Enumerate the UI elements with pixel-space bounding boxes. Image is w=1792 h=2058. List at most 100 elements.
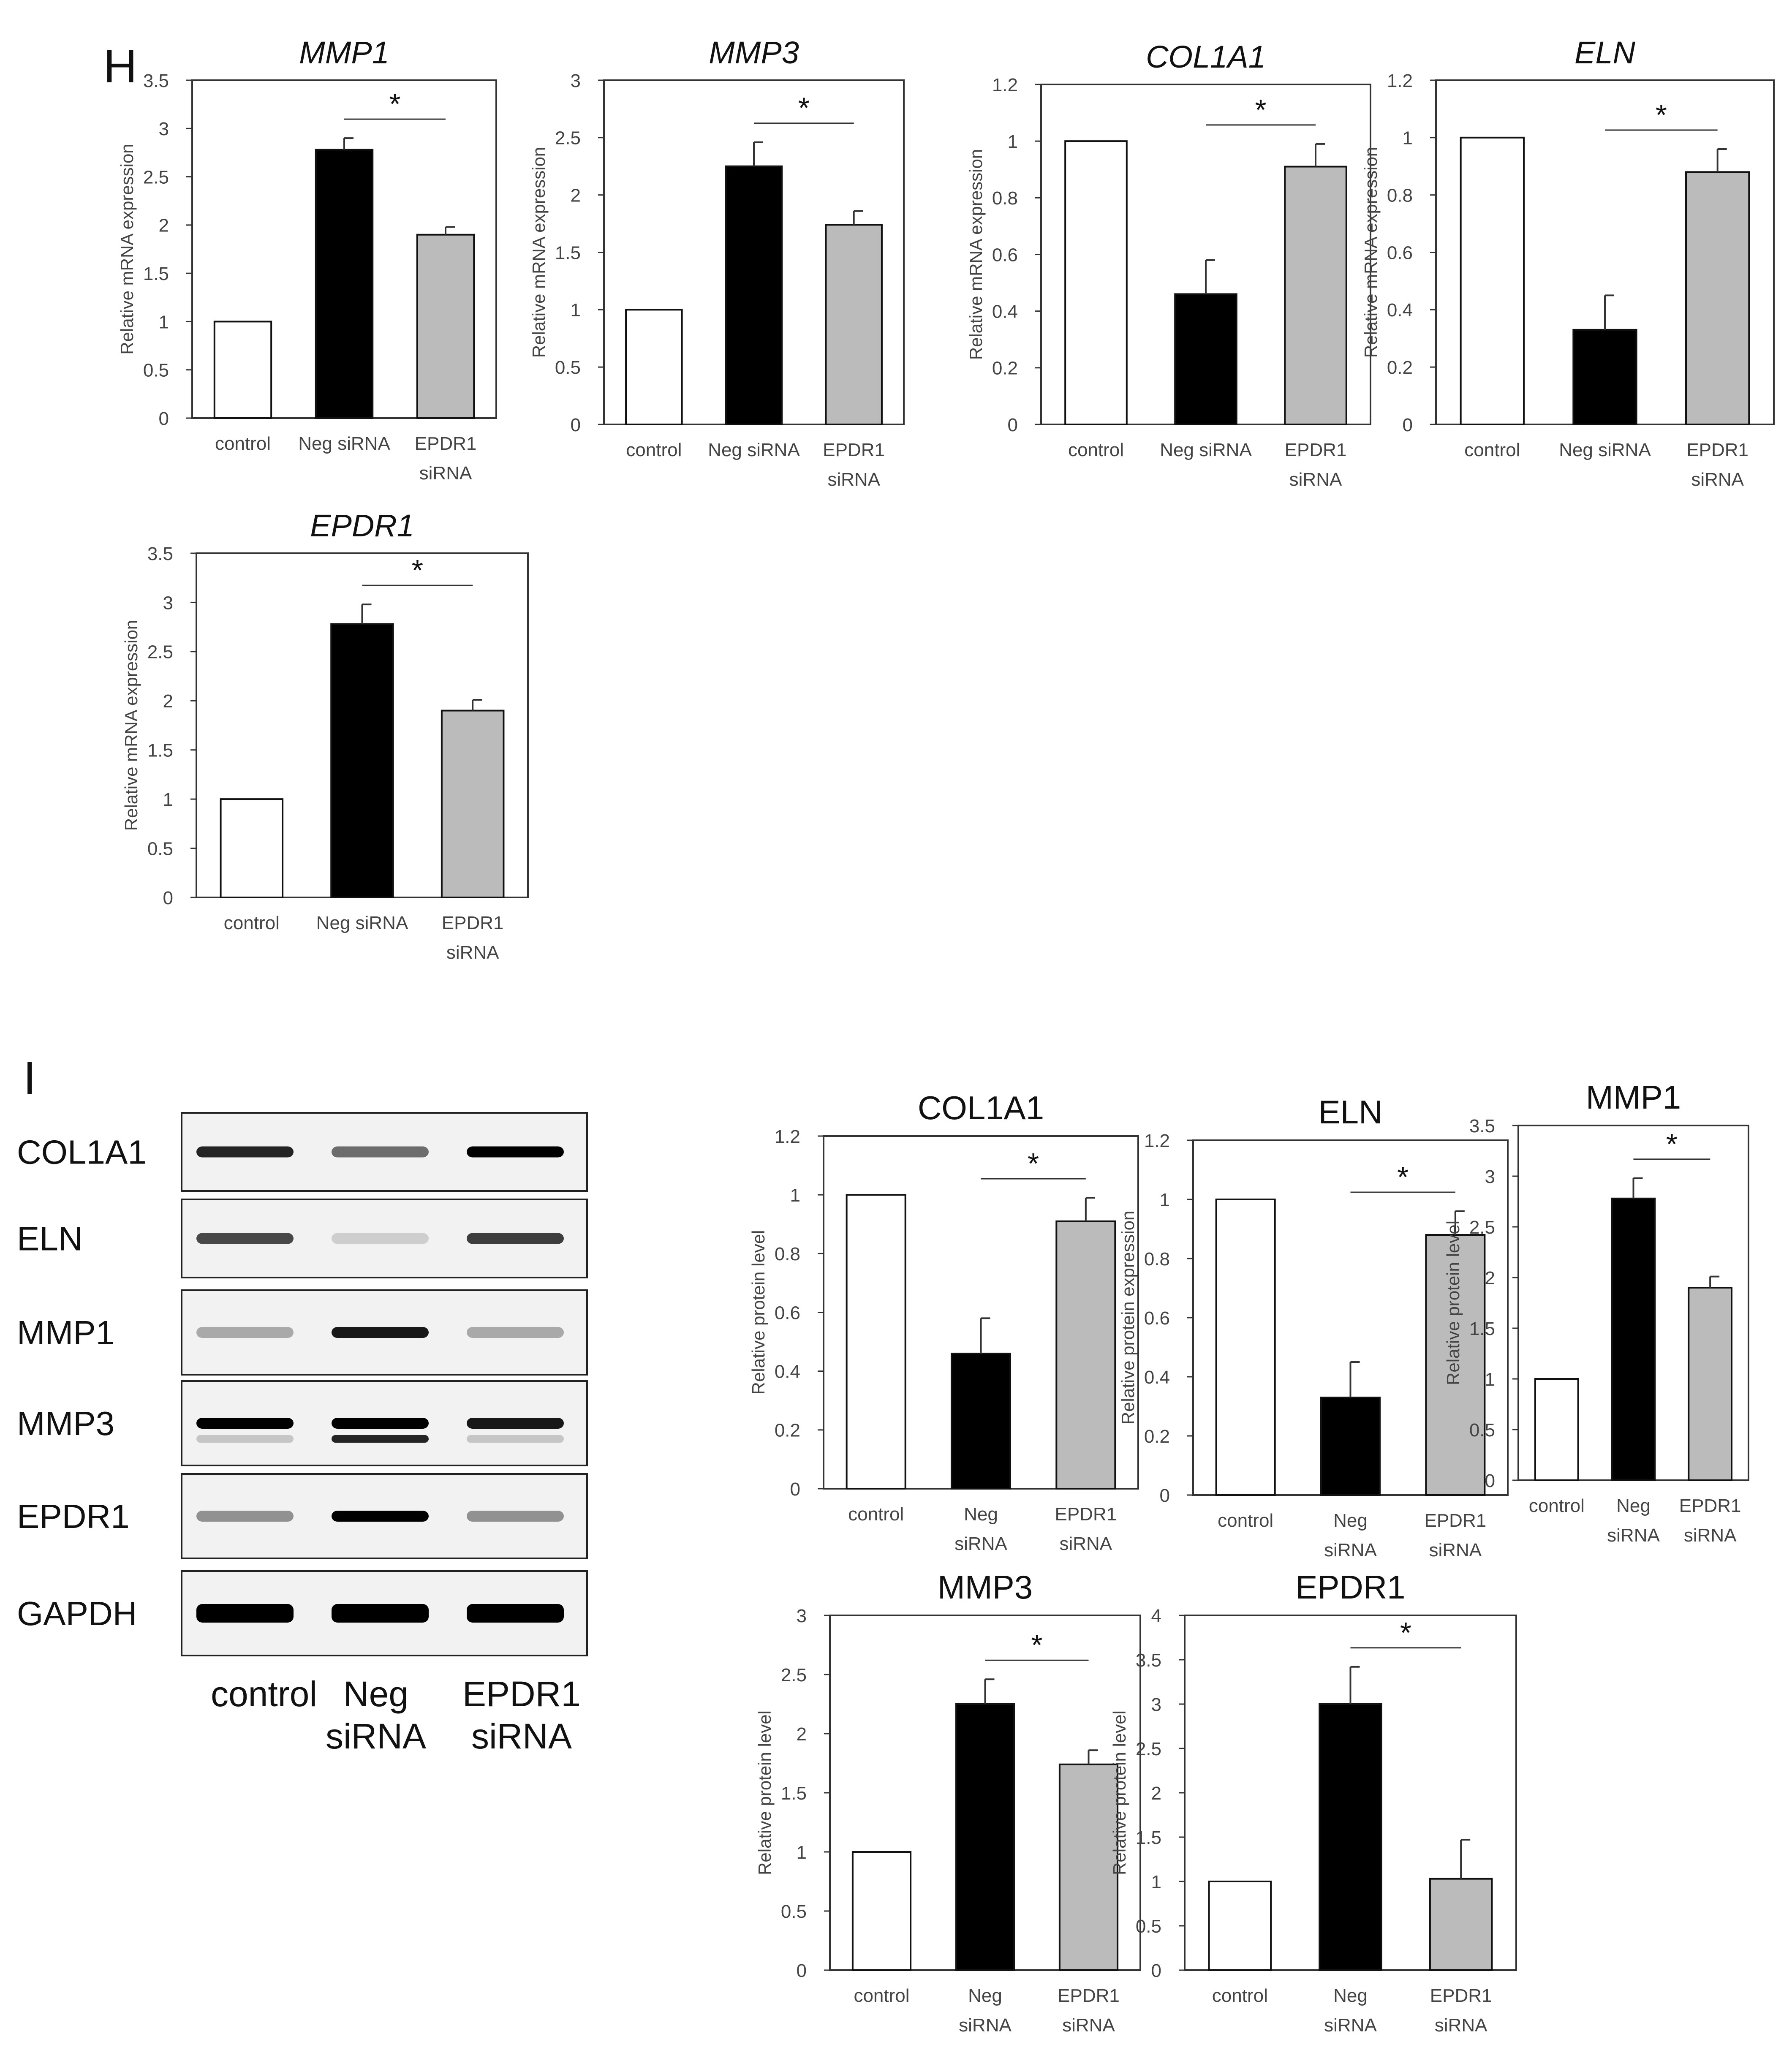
x-tick-label: siRNA — [1062, 2015, 1115, 2036]
y-tick-label: 0 — [790, 1479, 800, 1500]
x-tick-label: EPDR1 — [823, 440, 885, 460]
x-tick-label: Neg — [1333, 1510, 1368, 1531]
x-tick-label: Neg siRNA — [316, 913, 408, 933]
x-tick-label: siRNA — [419, 463, 472, 484]
chart-h-mmp1: MMP1 0 0.5 1 1.5 2 2.5 3 3.5 Relative mRNA expres… — [117, 35, 497, 484]
x-tick-label: EPDR1 — [1285, 440, 1347, 460]
y-tick-label: 2 — [1151, 1783, 1161, 1804]
chart-h-eln: ELN 0 0.2 0.4 0.6 0.8 1 1.2 Relative mRNA expres… — [1361, 35, 1775, 490]
x-tick-label: EPDR1 — [415, 433, 477, 454]
blot-band — [467, 1418, 564, 1429]
blot-band — [332, 1327, 429, 1338]
y-tick-label: 0.4 — [1144, 1367, 1170, 1388]
bar — [1319, 1703, 1382, 1971]
bar — [950, 1352, 1012, 1490]
x-tick-label: control — [1529, 1495, 1585, 1516]
x-tick-label: control — [224, 913, 280, 933]
chart-i-epdr1: EPDR1 0 0.5 1 1.5 2 2.5 3 3.5 4 Relative protein l… — [1109, 1569, 1517, 2036]
significance-marker: * — [1656, 98, 1667, 131]
significance-marker: * — [1400, 1616, 1411, 1649]
bar — [1425, 1234, 1486, 1496]
y-axis-label: Relative mRNA expression — [529, 147, 549, 358]
blot-band — [467, 1604, 564, 1623]
blot-band — [196, 1511, 294, 1522]
y-tick-label: 1.2 — [775, 1126, 800, 1147]
blot-band-lower — [196, 1435, 294, 1443]
x-tick-label: Neg — [1333, 1985, 1368, 2006]
panel-label-h: H — [103, 41, 137, 92]
y-tick-label: 0.8 — [775, 1244, 800, 1264]
y-tick-label: 0 — [163, 888, 173, 908]
blot-row-gapdh: GAPDH — [17, 1570, 588, 1656]
bar — [1064, 140, 1128, 425]
y-tick-label: 2.5 — [147, 642, 173, 663]
blot-band — [196, 1418, 294, 1429]
bar — [825, 224, 883, 425]
x-tick-label: siRNA — [954, 1533, 1007, 1554]
y-tick-label: 1.5 — [781, 1783, 807, 1804]
y-tick-label: 2.5 — [1469, 1217, 1495, 1238]
y-tick-label: 0.2 — [1144, 1426, 1170, 1447]
y-tick-label: 3.5 — [1469, 1116, 1495, 1136]
blot-band — [332, 1418, 429, 1429]
y-tick-label: 2 — [159, 215, 169, 236]
y-tick-label: 1.5 — [147, 740, 173, 761]
y-axis-label: Relative protein expression — [1118, 1211, 1138, 1425]
y-axis-label: Relative protein level — [748, 1230, 768, 1395]
bar — [1215, 1199, 1276, 1496]
y-tick-label: 2 — [1485, 1268, 1495, 1289]
y-tick-label: 0.5 — [147, 838, 173, 859]
blot-band — [196, 1233, 294, 1244]
bar — [1685, 171, 1750, 426]
panel-label-i: I — [23, 1052, 36, 1104]
y-tick-label: 0.5 — [781, 1901, 807, 1922]
y-tick-label: 0.6 — [775, 1302, 800, 1323]
x-tick-label: Neg siRNA — [708, 440, 800, 460]
bar — [1534, 1378, 1579, 1481]
blot-lane-label: Neg — [343, 1674, 408, 1714]
x-tick-label: EPDR1 — [1058, 1985, 1120, 2006]
x-tick-label: control — [1212, 1985, 1268, 2006]
x-tick-label: control — [854, 1985, 909, 2006]
bar — [1572, 329, 1637, 425]
blot-row-label: MMP3 — [17, 1405, 114, 1442]
significance-marker: * — [1255, 93, 1266, 126]
y-tick-label: 1 — [1151, 1872, 1161, 1892]
bar — [1611, 1197, 1656, 1482]
chart-title: MMP3 — [938, 1569, 1033, 1606]
y-tick-label: 0 — [1403, 415, 1413, 435]
y-tick-label: 2.5 — [555, 128, 581, 149]
chart-title: ELN — [1319, 1093, 1383, 1131]
y-tick-label: 1.5 — [1136, 1827, 1161, 1848]
x-tick-label: siRNA — [1607, 1525, 1660, 1546]
y-tick-label: 0.6 — [1144, 1308, 1170, 1329]
significance-marker: * — [389, 87, 400, 120]
x-tick-label: Neg — [968, 1985, 1002, 2006]
y-tick-label: 1.2 — [1144, 1131, 1170, 1151]
x-tick-label: Neg siRNA — [1559, 440, 1651, 460]
y-tick-label: 1 — [571, 300, 581, 321]
x-tick-label: Neg — [1616, 1495, 1651, 1516]
chart-h-epdr1: EPDR1 0 0.5 1 1.5 2 2.5 3 3.5 Relative mRNA expre… — [121, 508, 529, 963]
y-tick-label: 3.5 — [147, 544, 173, 564]
y-tick-label: 1.5 — [1469, 1319, 1495, 1339]
x-tick-label: siRNA — [1289, 469, 1342, 490]
charts-layer: MMP1 0 0.5 1 1.5 2 2.5 3 3.5 Relative mRNA expres… — [117, 35, 1775, 2036]
blot-row-mmp3: MMP3 — [17, 1380, 588, 1466]
y-tick-label: 0 — [571, 415, 581, 435]
x-tick-label: siRNA — [1691, 469, 1744, 490]
x-tick-label: siRNA — [1059, 1533, 1112, 1554]
blot-band-lower — [332, 1435, 429, 1443]
x-tick-label: control — [1464, 440, 1520, 460]
y-tick-label: 1 — [159, 312, 169, 332]
bar — [1208, 1881, 1272, 1971]
blot-band — [196, 1146, 294, 1158]
y-tick-label: 0.6 — [992, 245, 1018, 265]
x-tick-label: siRNA — [827, 469, 880, 490]
bar — [725, 165, 783, 425]
bar — [213, 321, 272, 419]
bar — [1055, 1220, 1116, 1490]
blot-band — [332, 1233, 429, 1244]
bar — [846, 1194, 906, 1490]
y-tick-label: 0.5 — [1136, 1916, 1161, 1937]
